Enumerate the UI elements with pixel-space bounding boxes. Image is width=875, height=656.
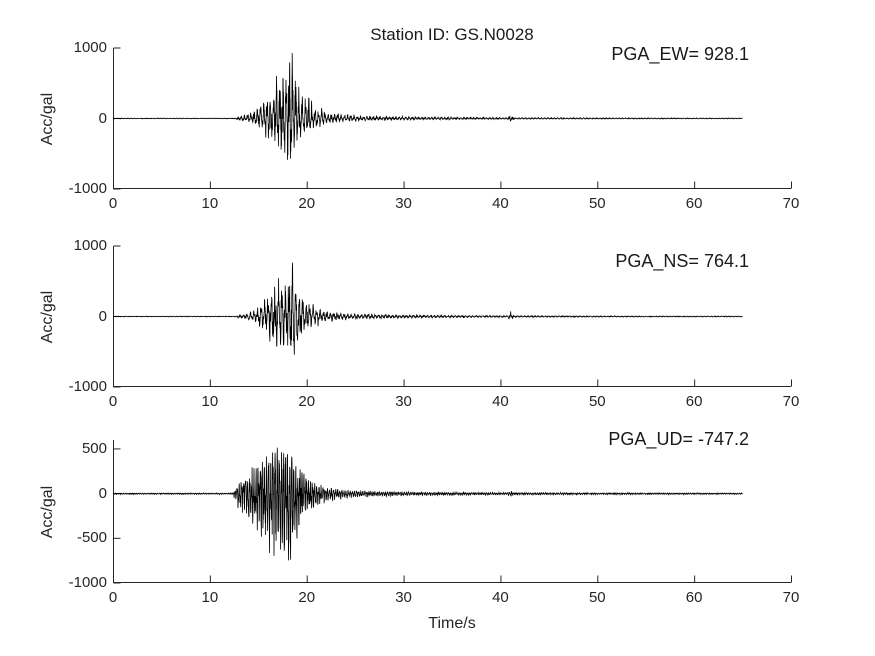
y-tick-label: 1000 bbox=[73, 39, 107, 56]
x-tick-label: 20 bbox=[298, 589, 316, 606]
x-tick-label: 60 bbox=[685, 393, 703, 410]
acceleration-trace-ud bbox=[112, 447, 743, 561]
x-tick-label: 40 bbox=[492, 589, 509, 606]
x-tick-label: 10 bbox=[201, 195, 219, 212]
x-tick-label: 30 bbox=[395, 589, 412, 606]
x-tick-label: 20 bbox=[298, 393, 316, 410]
x-tick-label: 60 bbox=[685, 589, 703, 606]
x-tick-label: 0 bbox=[108, 589, 118, 606]
waveform-plot-ud bbox=[112, 440, 792, 584]
x-axis-label: Time/s bbox=[428, 615, 476, 632]
acceleration-trace-ns bbox=[112, 262, 743, 355]
x-tick-label: 50 bbox=[588, 195, 606, 212]
acceleration-trace-ew bbox=[112, 53, 743, 160]
x-tick-label: 60 bbox=[685, 195, 703, 212]
waveform-plot-ew bbox=[112, 47, 792, 190]
x-tick-label: 70 bbox=[782, 393, 800, 410]
x-tick-label: 50 bbox=[588, 393, 606, 410]
x-tick-label: 0 bbox=[108, 195, 118, 212]
x-tick-label: 10 bbox=[201, 589, 219, 606]
x-tick-label: 20 bbox=[298, 195, 316, 212]
x-tick-label: 30 bbox=[395, 195, 412, 212]
x-tick-label: 70 bbox=[782, 195, 800, 212]
y-tick-label: -1000 bbox=[68, 378, 107, 395]
x-tick-label: 40 bbox=[492, 393, 509, 410]
y-tick-label: -1000 bbox=[68, 574, 107, 591]
x-tick-label: 40 bbox=[492, 195, 509, 212]
x-tick-label: 70 bbox=[782, 589, 800, 606]
y-tick-label: 500 bbox=[81, 439, 107, 457]
figure-title: Station ID: GS.N0028 bbox=[370, 25, 534, 44]
pga-ew-label: PGA_EW= 928.1 bbox=[611, 44, 749, 64]
y-tick-label: 0 bbox=[98, 307, 107, 325]
pga-ud-label: PGA_UD= -747.2 bbox=[608, 429, 749, 449]
y-axis-label-ud: Acc/gal bbox=[39, 485, 56, 539]
y-tick-label: -1000 bbox=[68, 180, 107, 197]
x-tick-label: 10 bbox=[201, 393, 219, 410]
y-tick-label: 0 bbox=[98, 109, 107, 127]
y-tick-label: -500 bbox=[76, 529, 107, 547]
x-tick-label: 30 bbox=[395, 393, 412, 410]
x-tick-label: 0 bbox=[108, 393, 118, 410]
x-tick-label: 50 bbox=[588, 589, 606, 606]
y-tick-label: 0 bbox=[98, 484, 107, 502]
waveform-plot-ns bbox=[112, 245, 792, 388]
pga-ns-label: PGA_NS= 764.1 bbox=[615, 251, 749, 271]
y-tick-label: 1000 bbox=[73, 237, 107, 254]
